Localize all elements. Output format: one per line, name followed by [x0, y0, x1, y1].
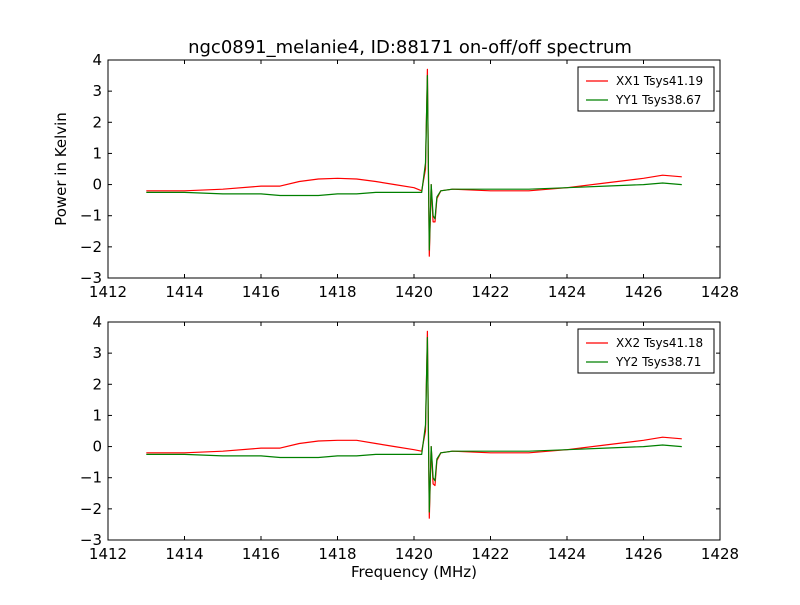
plot-2-ytick-label: 0 [92, 438, 102, 456]
plot-1-ytick-label: 4 [92, 51, 102, 69]
plot-1-xtick-label: 1428 [701, 283, 739, 301]
plot-1-series-2-line [146, 74, 682, 251]
plot-2-xtick-label: 1422 [471, 545, 509, 563]
plot-1-legend-label: YY1 Tsys38.67 [615, 93, 701, 107]
plot-2-legend-label: XX2 Tsys41.18 [616, 336, 703, 350]
plot-2-xtick-label: 1424 [548, 545, 586, 563]
plot-2: 1412 1414 1416 1418 1420 1422 1424 1426 1428 4 3 2 1… [80, 313, 739, 581]
plot-2-xtick-label: 1414 [165, 545, 203, 563]
plot-2-xtick-label: 1420 [395, 545, 433, 563]
plot-2-ytick-label: 1 [92, 406, 102, 424]
plot-1-xtick-label: 1422 [471, 283, 509, 301]
plot-1-ytick-label: −3 [80, 269, 102, 287]
plot-2-xlabel: Frequency (MHz) [351, 563, 477, 581]
plot-1-ylabel: Power in Kelvin [52, 112, 70, 226]
plot-2-xtick-label: 1426 [624, 545, 662, 563]
plot-2-ytick-label: −3 [80, 531, 102, 549]
plot-2-xtick-label: 1412 [89, 545, 127, 563]
plot-2-ytick-label: 2 [92, 375, 102, 393]
plot-1-xtick-label: 1416 [242, 283, 280, 301]
plot-1-legend-label: XX1 Tsys41.19 [616, 74, 703, 88]
plot-2-xtick-label: 1416 [242, 545, 280, 563]
plot-1-ytick-label: 3 [92, 82, 102, 100]
plot-1-ytick-label: 1 [92, 144, 102, 162]
figure-title: ngc0891_melanie4, ID:88171 on-off/off sp… [188, 37, 632, 58]
plot-1-xtick-label: 1418 [318, 283, 356, 301]
plot-2-ytick-label: −1 [80, 469, 102, 487]
plot-2-ytick-label: 3 [92, 344, 102, 362]
plot-2-series-2-line [146, 337, 682, 513]
plot-2-ytick-label: 4 [92, 313, 102, 331]
plot-1-ytick-label: 0 [92, 176, 102, 194]
plot-1-ytick-label: −1 [80, 207, 102, 225]
plot-1-xtick-label: 1426 [624, 283, 662, 301]
plot-1-xtick-label: 1412 [89, 283, 127, 301]
plot-1-ytick-label: −2 [80, 238, 102, 256]
plot-1-xtick-label: 1420 [395, 283, 433, 301]
plot-1-xtick-label: 1414 [165, 283, 203, 301]
plot-2-xtick-label: 1428 [701, 545, 739, 563]
plot-2-ytick-label: −2 [80, 500, 102, 518]
plot-1-xtick-label: 1424 [548, 283, 586, 301]
plot-2-legend-label: YY2 Tsys38.71 [615, 355, 701, 369]
plot-1: 1412 1414 1416 1418 1420 1422 1424 1426 1428 4 3 2 1… [52, 51, 739, 301]
plot-1-ytick-label: 2 [92, 113, 102, 131]
plot-2-legend-box [577, 328, 715, 374]
plot-1-series-1-line [146, 68, 682, 257]
plot-1-legend-box [577, 66, 715, 112]
plot-2-xtick-label: 1418 [318, 545, 356, 563]
plot-2-series-1-line [146, 330, 682, 519]
